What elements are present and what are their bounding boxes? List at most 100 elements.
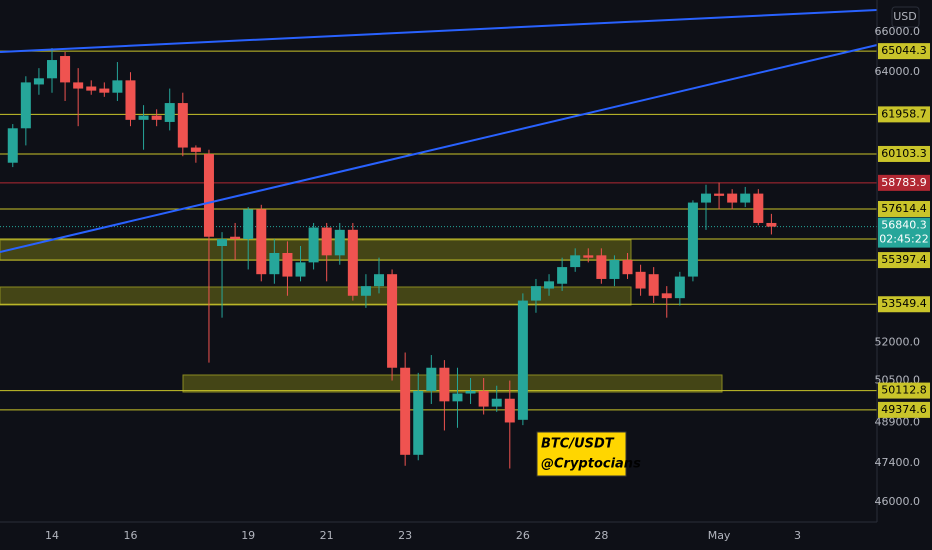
y-tick-label: 48900.0 <box>875 415 921 428</box>
candle-body <box>609 260 620 279</box>
candle-body <box>413 390 424 455</box>
zone <box>0 286 632 306</box>
candle-body <box>465 390 476 394</box>
y-tick-label: 52000.0 <box>875 335 921 348</box>
candle-body <box>112 80 123 93</box>
annotation: @Cryptocians <box>541 457 641 472</box>
level-box <box>878 252 930 269</box>
candle-body <box>138 115 149 120</box>
candle-body <box>635 271 646 289</box>
candle-body <box>478 390 489 407</box>
level-label: 60103.3 <box>881 147 927 160</box>
candle-body <box>33 78 44 85</box>
level-box <box>878 43 930 60</box>
candle-body <box>714 193 725 196</box>
candle-body <box>727 193 738 203</box>
level-box <box>878 106 930 123</box>
candle-body <box>321 227 332 256</box>
x-tick-label: 14 <box>45 529 59 542</box>
candle-body <box>504 398 515 423</box>
candle-body <box>334 229 345 256</box>
level-label: 61958.7 <box>881 107 927 120</box>
annotation: BTC/USDT <box>541 437 615 452</box>
candle-body <box>203 154 214 237</box>
x-tick-label: 28 <box>594 529 608 542</box>
candle-body <box>47 60 57 79</box>
level-box <box>878 401 930 418</box>
candle-body <box>73 82 84 89</box>
y-tick-label: 64000.0 <box>875 65 921 78</box>
candle-body <box>701 193 711 203</box>
candle-body <box>544 281 555 289</box>
x-tick-label: 23 <box>398 529 412 542</box>
candle-body <box>60 56 71 83</box>
candle-body <box>7 128 18 163</box>
candle-body <box>530 286 541 301</box>
level-label: 50112.8 <box>881 384 927 397</box>
candle-body <box>243 209 254 240</box>
candle-body <box>674 276 685 299</box>
candle-body <box>164 103 175 122</box>
candle-body <box>426 367 437 391</box>
x-tick-label: 16 <box>123 529 137 542</box>
candle-body <box>439 367 450 402</box>
x-tick-label: 3 <box>794 529 801 542</box>
countdown: 02:45:22 <box>879 233 928 246</box>
level-box <box>878 382 930 399</box>
candle-body <box>269 252 280 275</box>
zone <box>182 374 723 393</box>
candle-body <box>256 209 267 275</box>
candle-body <box>583 255 594 258</box>
candle-body <box>766 222 777 227</box>
y-tick-label: 46000.0 <box>875 495 921 508</box>
candle-body <box>151 115 162 120</box>
y-tick-label: 47400.0 <box>875 456 921 469</box>
candle-body <box>753 193 764 223</box>
candle-body <box>282 252 293 277</box>
alert-label: 58783.9 <box>881 176 927 189</box>
candle-body <box>491 398 502 407</box>
candle-body <box>125 80 136 120</box>
candle-body <box>687 202 698 277</box>
candle-body <box>517 300 528 420</box>
currency: USD <box>893 10 917 23</box>
axis-labels: 66000.064000.052000.050500.048900.047400… <box>875 25 930 508</box>
level-label: 57614.4 <box>881 202 927 215</box>
candle-body <box>86 86 97 91</box>
level-label: 49374.6 <box>881 403 927 416</box>
level-box <box>878 201 930 218</box>
candle-body <box>387 274 398 368</box>
level-label: 55397.4 <box>881 253 927 266</box>
level-box <box>878 145 930 162</box>
candle-body <box>557 267 568 284</box>
candle-body <box>99 88 110 93</box>
candle-body <box>740 193 751 203</box>
x-tick-label: 19 <box>241 529 255 542</box>
candle-body <box>308 227 319 263</box>
alert-box <box>878 174 930 191</box>
candle-body <box>295 262 306 277</box>
x-tick-label: May <box>708 529 731 542</box>
candle-body <box>661 293 672 299</box>
price-axis <box>877 0 932 550</box>
candle-body <box>177 103 188 148</box>
currency-box <box>891 6 920 28</box>
candle-body <box>217 239 228 246</box>
last-price-box <box>878 217 930 248</box>
candle-body <box>360 286 371 296</box>
x-tick-label: 21 <box>320 529 334 542</box>
candle-body <box>230 236 241 240</box>
level-label: 53549.4 <box>881 297 927 310</box>
candle-body <box>452 393 463 402</box>
candle-body <box>374 274 384 287</box>
last-price-label: 56840.3 <box>881 219 927 232</box>
annotation-box <box>536 431 627 477</box>
x-tick-label: 26 <box>516 529 530 542</box>
candle-body <box>400 367 411 455</box>
candle-body <box>347 229 358 296</box>
candle-body <box>622 260 633 275</box>
y-tick-label: 66000.0 <box>875 25 921 38</box>
level-box <box>878 296 930 313</box>
